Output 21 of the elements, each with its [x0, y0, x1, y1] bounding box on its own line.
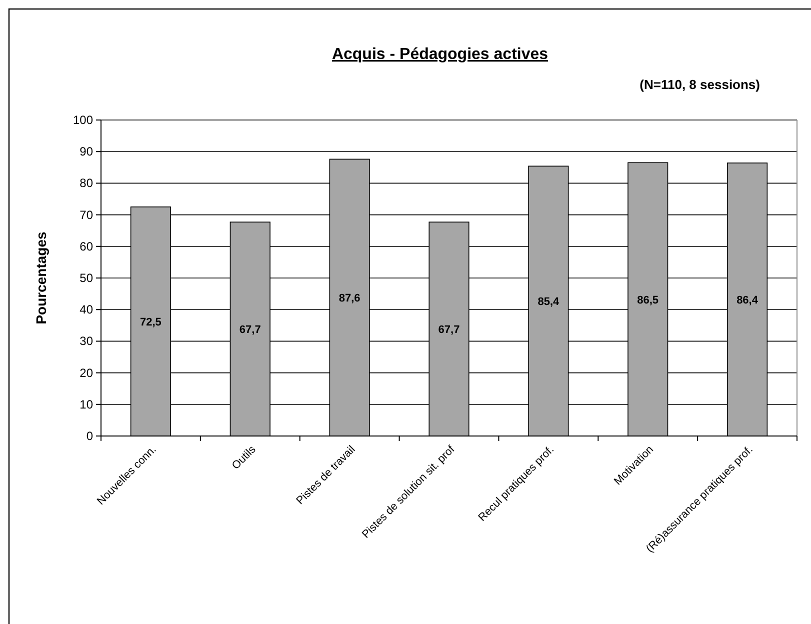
- y-tick-label: 100: [72, 113, 94, 127]
- y-tick-label: 20: [80, 366, 94, 380]
- y-tick-label: 90: [80, 144, 94, 159]
- y-tick-label: 40: [80, 302, 94, 317]
- data-label: 86,5: [637, 294, 659, 306]
- data-label: 67,7: [239, 324, 261, 336]
- data-label: 86,4: [736, 294, 759, 306]
- y-tick-label: 50: [80, 271, 94, 285]
- data-label: 85,4: [538, 296, 560, 308]
- y-tick-label: 80: [80, 176, 94, 190]
- chart-title: Acquis - Pédagogies actives: [332, 46, 548, 63]
- chart-subtitle: (N=110, 8 sessions): [640, 77, 760, 92]
- y-tick-label: 60: [80, 239, 94, 254]
- data-label: 87,6: [338, 292, 360, 305]
- y-tick-label: 30: [80, 334, 94, 348]
- y-tick-label: 0: [86, 429, 94, 443]
- y-axis-title: Pourcentages: [33, 231, 49, 324]
- y-tick-label: 10: [80, 397, 94, 412]
- y-tick-label: 70: [80, 208, 94, 222]
- data-label: 72,5: [140, 316, 162, 328]
- data-label: 67,7: [438, 324, 460, 336]
